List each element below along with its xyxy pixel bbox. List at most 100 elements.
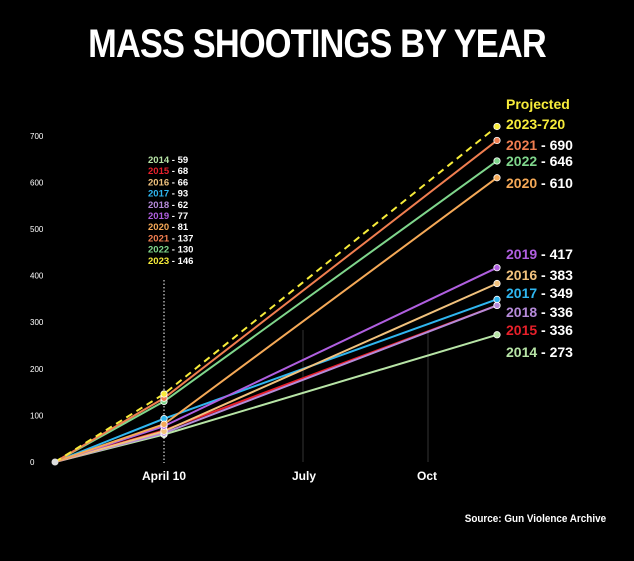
- april10-separator: -: [169, 233, 177, 244]
- end-label-year: 2022: [506, 153, 537, 169]
- end-label-year: 2020: [506, 175, 537, 191]
- y-tick-label: 200: [30, 365, 44, 374]
- april10-separator: -: [169, 166, 177, 177]
- april10-entry: 2018 - 62: [148, 200, 188, 211]
- april10-value: 66: [178, 177, 189, 188]
- end-label-year: 2018: [506, 304, 537, 320]
- april10-year: 2020: [148, 222, 169, 233]
- end-label-year: 2021: [506, 137, 537, 153]
- april10-value: 93: [178, 189, 189, 200]
- end-label-separator: -: [537, 153, 549, 169]
- april10-year: 2022: [148, 245, 169, 256]
- april10-entry: 2014 - 59: [148, 155, 188, 166]
- april10-entry: 2020 - 81: [148, 222, 189, 233]
- series-line-2021: [54, 139, 498, 463]
- y-tick-label: 700: [30, 132, 44, 141]
- april10-value: 77: [178, 211, 189, 222]
- y-tick-label: 600: [30, 178, 44, 187]
- april10-separator: -: [169, 222, 177, 233]
- series-lines: [54, 125, 498, 463]
- end-label-separator: -: [537, 285, 549, 301]
- end-label-separator: -: [537, 267, 549, 283]
- end-label-separator: -: [537, 137, 549, 153]
- y-tick-label: 300: [30, 318, 44, 327]
- april10-separator: -: [169, 200, 177, 211]
- end-label-separator: -: [537, 246, 549, 262]
- y-tick-label: 400: [30, 272, 44, 281]
- april10-value: 62: [178, 200, 189, 211]
- y-axis-ticks: 0 100 200 300 400 500 600 700: [30, 132, 44, 467]
- projected-label: Projected: [506, 96, 570, 112]
- series-line-2023: [54, 125, 498, 463]
- x-axis-guides: [163, 280, 429, 463]
- y-tick-label: 0: [30, 458, 35, 467]
- x-tick-label: Oct: [417, 469, 437, 483]
- april10-year: 2023: [148, 256, 169, 267]
- end-label-2023: 2023-720: [506, 116, 565, 132]
- data-point-2019: [493, 264, 501, 272]
- april10-entry: 2016 - 66: [148, 177, 188, 188]
- end-label-separator: -: [537, 344, 549, 360]
- end-label-2022: 2022 - 646: [506, 153, 573, 169]
- end-label-year: 2017: [506, 285, 537, 301]
- data-point-2020: [493, 174, 501, 182]
- end-label-value: 336: [550, 304, 574, 320]
- april10-value: 130: [178, 245, 194, 256]
- data-point-2017: [493, 295, 501, 303]
- april10-entry: 2019 - 77: [148, 211, 188, 222]
- april10-value: 137: [178, 233, 194, 244]
- end-label-value: 610: [550, 175, 574, 191]
- data-point-2016: [493, 279, 501, 288]
- april10-value: 59: [178, 155, 189, 166]
- data-point-2023: [160, 390, 168, 398]
- april10-year: 2016: [148, 177, 169, 188]
- end-label-separator: -: [537, 304, 549, 320]
- april10-separator: -: [169, 256, 177, 267]
- end-label-year: 2023-720: [506, 116, 565, 132]
- april10-entry: 2017 - 93: [148, 189, 188, 200]
- april10-value: 81: [178, 222, 189, 233]
- data-point-2014: [493, 331, 501, 339]
- end-label-value: 646: [550, 153, 574, 169]
- end-label-value: 273: [550, 344, 574, 360]
- end-label-value: 349: [550, 285, 574, 301]
- end-label-value: 336: [550, 322, 574, 338]
- source-note: Source: Gun Violence Archive: [464, 513, 606, 525]
- end-label-separator: -: [537, 175, 549, 191]
- y-tick-label: 100: [30, 411, 44, 420]
- data-point-2018: [493, 301, 501, 310]
- april10-year: 2019: [148, 211, 169, 222]
- april10-year: 2021: [148, 233, 170, 244]
- end-label-year: 2015: [506, 322, 537, 338]
- april10-value: 146: [178, 256, 194, 267]
- april10-entry: 2023 - 146: [148, 256, 193, 267]
- x-tick-label: April 10: [142, 469, 186, 483]
- april10-year: 2017: [148, 189, 169, 200]
- data-point-2020: [160, 420, 168, 428]
- y-tick-label: 500: [30, 225, 44, 234]
- series-line-2019: [54, 266, 498, 463]
- end-label-year: 2016: [506, 267, 537, 283]
- april10-value: 68: [178, 166, 189, 177]
- end-label-value: 690: [550, 137, 574, 153]
- end-label-year: 2019: [506, 246, 537, 262]
- end-label-2018: 2018 - 336: [506, 304, 573, 320]
- data-point-2021: [493, 136, 501, 145]
- end-label-2020: 2020 - 610: [506, 175, 573, 191]
- april10-separator: -: [169, 211, 177, 222]
- end-label-2019: 2019 - 417: [506, 246, 573, 262]
- april10-entry: 2022 - 130: [148, 245, 193, 256]
- end-label-2014: 2014 - 273: [506, 344, 573, 360]
- data-point-2022: [493, 157, 501, 165]
- x-tick-label: July: [292, 469, 316, 483]
- end-label-2015: 2015 - 336: [506, 322, 573, 338]
- end-label-2017: 2017 - 349: [506, 285, 573, 301]
- chart-title: MASS SHOOTINGS BY YEAR: [88, 22, 547, 66]
- end-label-value: 383: [550, 267, 574, 283]
- data-point-origin: [51, 458, 59, 466]
- april10-separator: -: [169, 245, 177, 256]
- end-label-separator: -: [537, 322, 549, 338]
